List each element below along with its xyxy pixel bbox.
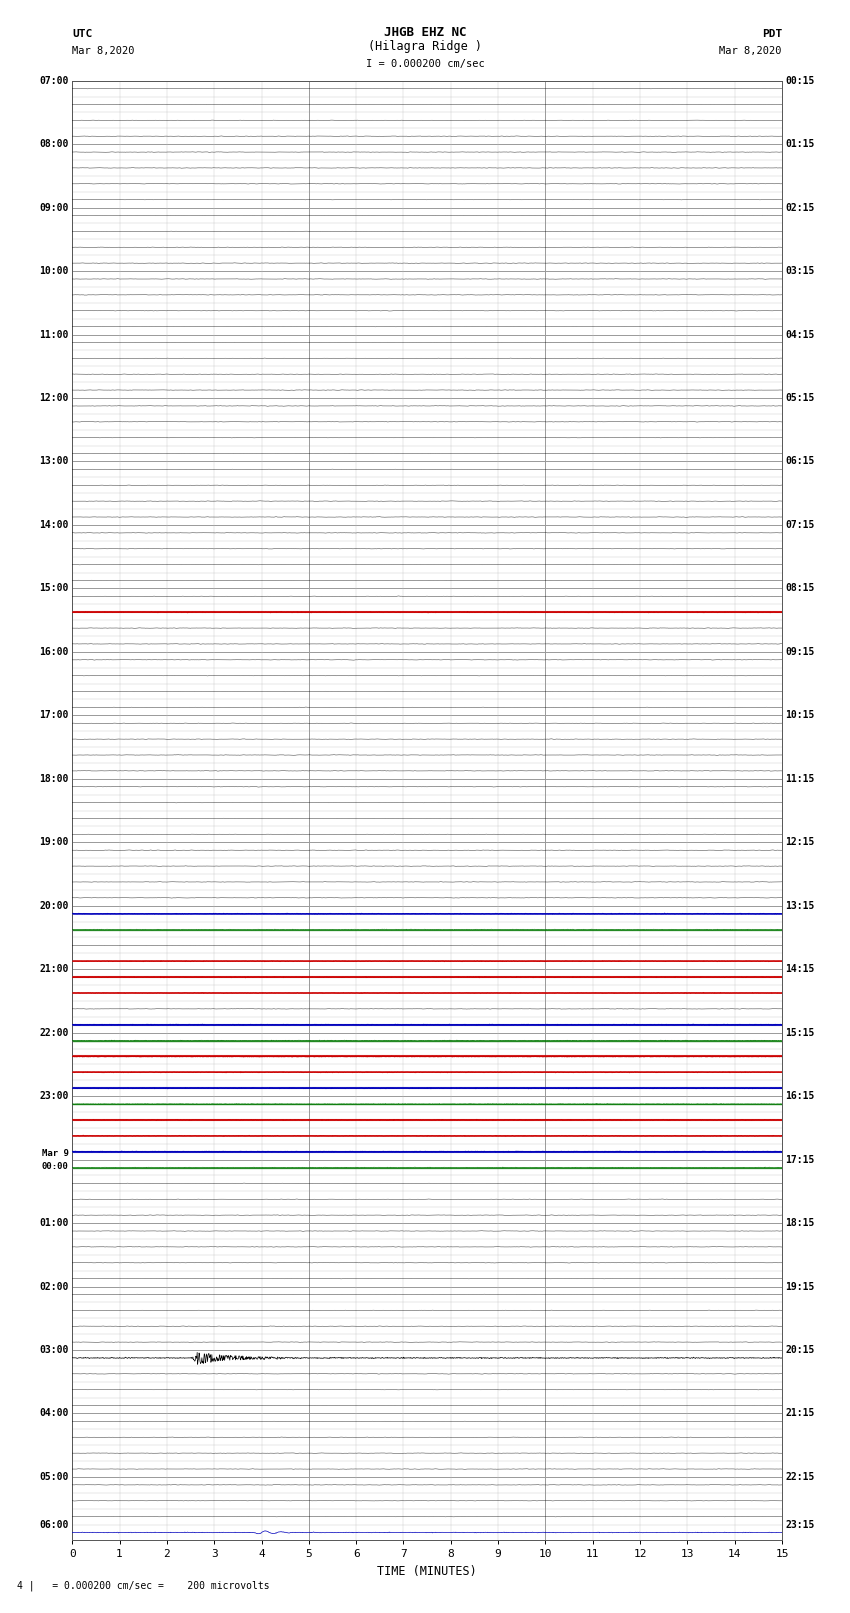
Text: 02:15: 02:15: [785, 203, 815, 213]
Text: 10:00: 10:00: [39, 266, 69, 276]
Text: Mar 9: Mar 9: [42, 1148, 69, 1158]
Text: 18:00: 18:00: [39, 774, 69, 784]
Text: 11:00: 11:00: [39, 329, 69, 339]
Text: 07:15: 07:15: [785, 519, 815, 531]
Text: 03:00: 03:00: [39, 1345, 69, 1355]
Text: 23:15: 23:15: [785, 1519, 815, 1529]
Text: 04:15: 04:15: [785, 329, 815, 339]
Text: 20:00: 20:00: [39, 900, 69, 911]
Text: 03:15: 03:15: [785, 266, 815, 276]
Text: 17:15: 17:15: [785, 1155, 815, 1165]
Text: 02:00: 02:00: [39, 1282, 69, 1292]
Text: 09:15: 09:15: [785, 647, 815, 656]
X-axis label: TIME (MINUTES): TIME (MINUTES): [377, 1565, 477, 1578]
Text: 21:15: 21:15: [785, 1408, 815, 1418]
Text: 13:15: 13:15: [785, 900, 815, 911]
Text: 07:00: 07:00: [39, 76, 69, 85]
Text: 15:00: 15:00: [39, 584, 69, 594]
Text: 08:00: 08:00: [39, 139, 69, 148]
Text: 17:00: 17:00: [39, 710, 69, 721]
Text: 05:15: 05:15: [785, 394, 815, 403]
Text: 16:15: 16:15: [785, 1090, 815, 1102]
Text: 14:15: 14:15: [785, 965, 815, 974]
Text: 05:00: 05:00: [39, 1473, 69, 1482]
Text: 01:00: 01:00: [39, 1218, 69, 1227]
Text: 15:15: 15:15: [785, 1027, 815, 1037]
Text: 04:00: 04:00: [39, 1408, 69, 1418]
Text: 21:00: 21:00: [39, 965, 69, 974]
Text: 13:00: 13:00: [39, 456, 69, 466]
Text: 00:00: 00:00: [42, 1161, 69, 1171]
Text: 12:15: 12:15: [785, 837, 815, 847]
Text: 4 |   = 0.000200 cm/sec =    200 microvolts: 4 | = 0.000200 cm/sec = 200 microvolts: [17, 1581, 269, 1592]
Text: PDT: PDT: [762, 29, 782, 39]
Text: 14:00: 14:00: [39, 519, 69, 531]
Text: 08:15: 08:15: [785, 584, 815, 594]
Text: 16:00: 16:00: [39, 647, 69, 656]
Text: 18:15: 18:15: [785, 1218, 815, 1227]
Text: 11:15: 11:15: [785, 774, 815, 784]
Text: 22:15: 22:15: [785, 1473, 815, 1482]
Text: 12:00: 12:00: [39, 394, 69, 403]
Text: 20:15: 20:15: [785, 1345, 815, 1355]
Text: Mar 8,2020: Mar 8,2020: [719, 47, 782, 56]
Text: I = 0.000200 cm/sec: I = 0.000200 cm/sec: [366, 60, 484, 69]
Text: 06:00: 06:00: [39, 1519, 69, 1529]
Text: (Hilagra Ridge ): (Hilagra Ridge ): [368, 40, 482, 53]
Text: 23:00: 23:00: [39, 1090, 69, 1102]
Text: 10:15: 10:15: [785, 710, 815, 721]
Text: 01:15: 01:15: [785, 139, 815, 148]
Text: 06:15: 06:15: [785, 456, 815, 466]
Text: 22:00: 22:00: [39, 1027, 69, 1037]
Text: 00:15: 00:15: [785, 76, 815, 85]
Text: UTC: UTC: [72, 29, 93, 39]
Text: Mar 8,2020: Mar 8,2020: [72, 47, 135, 56]
Text: 19:15: 19:15: [785, 1282, 815, 1292]
Text: 09:00: 09:00: [39, 203, 69, 213]
Text: JHGB EHZ NC: JHGB EHZ NC: [383, 26, 467, 39]
Text: 19:00: 19:00: [39, 837, 69, 847]
